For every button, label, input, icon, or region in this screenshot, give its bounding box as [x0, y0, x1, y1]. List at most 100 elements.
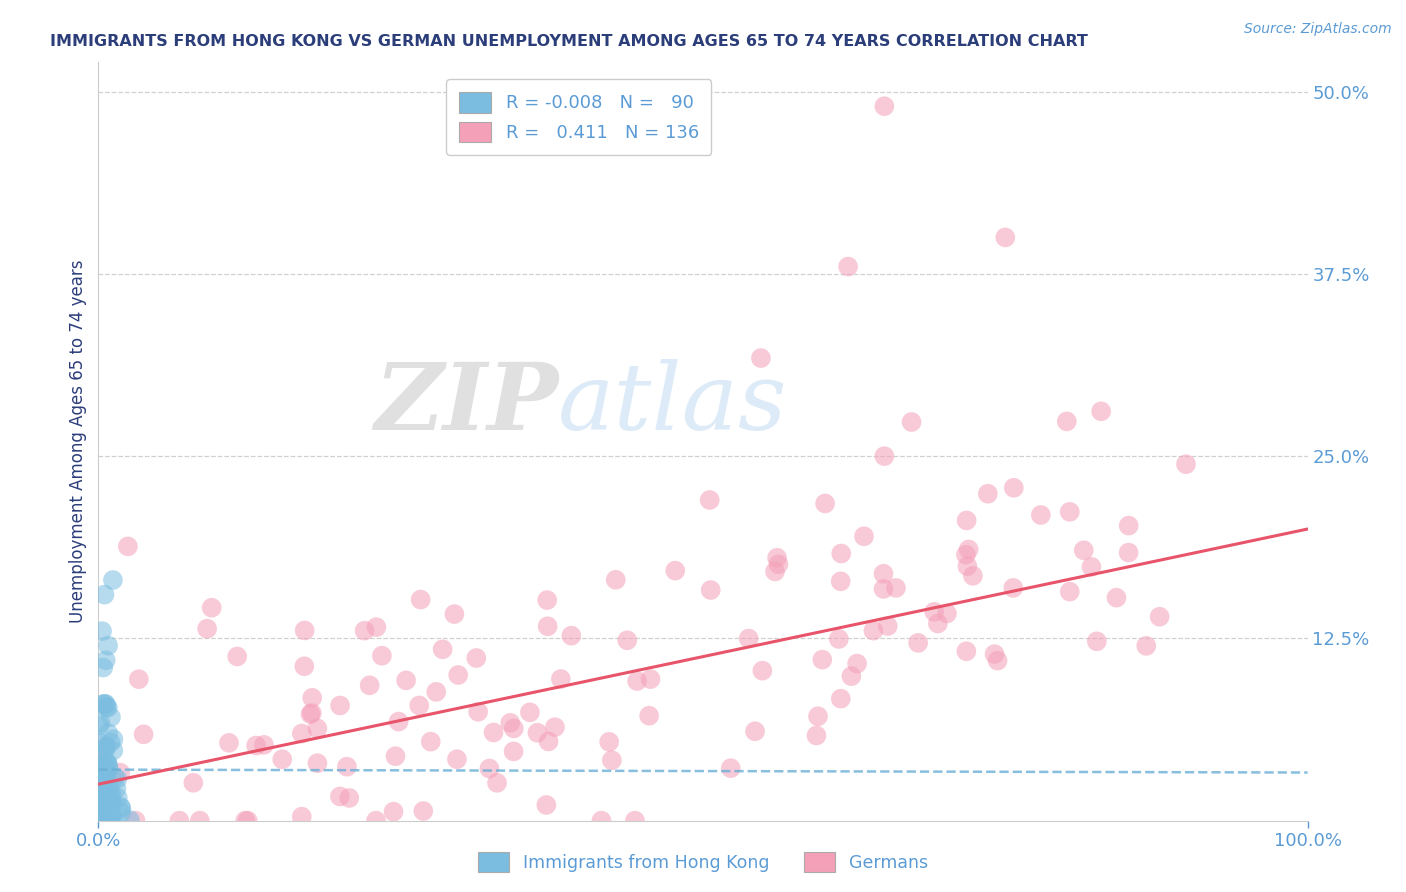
Point: [93, 779, 115, 793]
Point: [828, 632, 851, 646]
Point: [837, 260, 859, 274]
Point: [271, 752, 294, 766]
Point: [502, 744, 524, 758]
Point: [90, 797, 112, 811]
Point: [218, 736, 240, 750]
Point: [395, 673, 418, 688]
Point: [90, 800, 112, 814]
Point: [699, 493, 721, 508]
Point: [87, 803, 110, 817]
Point: [294, 624, 316, 638]
Point: [128, 672, 150, 686]
Point: [872, 566, 894, 581]
Point: [862, 624, 884, 638]
Point: [467, 705, 489, 719]
Point: [89, 807, 111, 822]
Point: [432, 642, 454, 657]
Point: [537, 734, 560, 748]
Point: [89, 813, 111, 827]
Point: [93, 756, 115, 771]
Point: [408, 698, 430, 713]
Point: [1056, 414, 1078, 428]
Point: [364, 814, 387, 828]
Point: [233, 814, 256, 828]
Point: [1105, 591, 1128, 605]
Point: [384, 749, 406, 764]
Point: [97, 779, 120, 793]
Point: [560, 629, 582, 643]
Point: [91, 660, 114, 674]
Point: [763, 565, 786, 579]
Point: [101, 789, 124, 804]
Point: [94, 653, 117, 667]
Point: [830, 574, 852, 589]
Point: [93, 794, 115, 808]
Point: [853, 529, 876, 543]
Point: [336, 759, 359, 773]
Point: [873, 449, 896, 463]
Point: [977, 487, 1000, 501]
Point: [962, 568, 984, 582]
Point: [87, 761, 110, 775]
Point: [936, 607, 959, 621]
Point: [337, 791, 360, 805]
Point: [91, 789, 114, 804]
Point: [994, 230, 1017, 244]
Point: [465, 651, 488, 665]
Point: [90, 794, 112, 808]
Point: [873, 99, 896, 113]
Point: [93, 788, 115, 802]
Point: [478, 762, 501, 776]
Point: [87, 797, 110, 812]
Point: [91, 813, 114, 827]
Point: [87, 797, 110, 811]
Point: [299, 707, 322, 722]
Point: [301, 706, 323, 720]
Point: [598, 735, 620, 749]
Point: [90, 813, 112, 827]
Point: [955, 644, 977, 658]
Point: [537, 619, 560, 633]
Point: [188, 814, 211, 828]
Point: [1085, 634, 1108, 648]
Point: [107, 772, 129, 786]
Point: [499, 715, 522, 730]
Point: [245, 739, 267, 753]
Point: [1149, 609, 1171, 624]
Point: [443, 607, 465, 621]
Point: [236, 814, 259, 828]
Text: IMMIGRANTS FROM HONG KONG VS GERMAN UNEMPLOYMENT AMONG AGES 65 TO 74 YEARS CORRE: IMMIGRANTS FROM HONG KONG VS GERMAN UNEM…: [51, 34, 1088, 49]
Point: [830, 547, 852, 561]
Point: [87, 735, 110, 749]
Point: [100, 810, 122, 824]
Point: [766, 550, 789, 565]
Point: [100, 710, 122, 724]
Y-axis label: Unemployment Among Ages 65 to 74 years: Unemployment Among Ages 65 to 74 years: [69, 260, 87, 624]
Point: [103, 771, 125, 785]
Point: [94, 807, 117, 822]
Point: [97, 701, 120, 715]
Point: [841, 669, 863, 683]
Point: [91, 794, 114, 808]
Point: [96, 756, 118, 770]
Point: [1029, 508, 1052, 522]
Point: [100, 807, 122, 822]
Point: [93, 588, 115, 602]
Point: [226, 649, 249, 664]
Point: [100, 795, 122, 809]
Point: [89, 715, 111, 730]
Point: [100, 735, 122, 749]
Point: [1073, 543, 1095, 558]
Point: [98, 805, 121, 819]
Point: [97, 726, 120, 740]
Point: [100, 812, 122, 826]
Point: [94, 697, 117, 711]
Point: [96, 765, 118, 780]
Point: [87, 780, 110, 794]
Point: [201, 600, 224, 615]
Point: [1118, 546, 1140, 560]
Point: [1090, 404, 1112, 418]
Point: [110, 765, 132, 780]
Point: [956, 513, 979, 527]
Point: [447, 668, 470, 682]
